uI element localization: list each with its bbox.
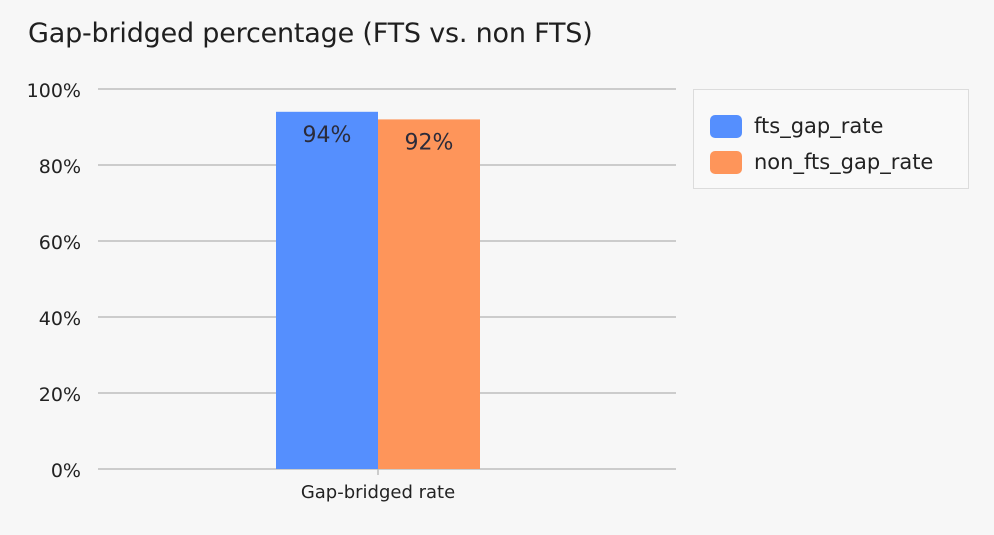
y-tick-label: 20%: [39, 384, 81, 406]
x-axis-ticks: Gap-bridged rate: [301, 469, 455, 503]
legend-label: non_fts_gap_rate: [754, 150, 934, 174]
y-tick-label: 100%: [27, 80, 81, 102]
data-label-non_fts_gap_rate: 92%: [405, 130, 454, 155]
chart-title: Gap-bridged percentage (FTS vs. non FTS): [28, 18, 593, 49]
data-label-fts_gap_rate: 94%: [303, 123, 352, 148]
y-tick-label: 80%: [39, 156, 81, 178]
y-axis-ticks: 0% 20% 40% 60% 80% 100%: [27, 80, 81, 482]
legend-swatch: [710, 150, 742, 174]
bars: [276, 111, 480, 470]
x-tick-label: Gap-bridged rate: [301, 482, 455, 503]
y-tick-label: 60%: [39, 232, 81, 254]
y-tick-label: 40%: [39, 308, 81, 330]
bar-fts_gap_rate: [276, 111, 378, 470]
bar-non_fts_gap_rate: [378, 119, 480, 470]
legend-item-non_fts_gap_rate: non_fts_gap_rate: [710, 144, 968, 180]
y-tick-label: 0%: [51, 460, 81, 482]
data-labels: 94% 92%: [303, 123, 454, 156]
legend-item-fts_gap_rate: fts_gap_rate: [710, 108, 968, 144]
legend: fts_gap_rate non_fts_gap_rate: [693, 89, 969, 189]
legend-swatch: [710, 114, 742, 138]
legend-label: fts_gap_rate: [754, 114, 884, 138]
